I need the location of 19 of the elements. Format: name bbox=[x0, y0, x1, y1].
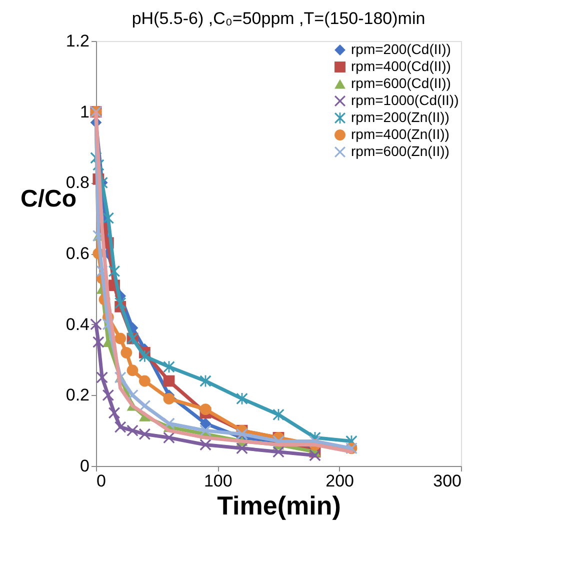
legend-label: rpm=400(Cd(II)) bbox=[351, 58, 451, 74]
x-tick-label: 100 bbox=[204, 472, 232, 490]
y-tick-label: 0.6 bbox=[66, 244, 90, 263]
x-axis-title: Time(min) bbox=[217, 490, 341, 520]
y-tick-label: 0.2 bbox=[66, 386, 90, 405]
y-tick-label: 1.2 bbox=[66, 32, 90, 50]
legend-label: rpm=200(Zn(II)) bbox=[351, 109, 450, 125]
legend-label: rpm=1000(Cd(II)) bbox=[351, 92, 459, 108]
y-tick-label: 1 bbox=[80, 102, 90, 122]
x-tick-label: 0 bbox=[96, 472, 106, 490]
x-tick-label: 300 bbox=[433, 472, 462, 490]
legend-label: rpm=200(Cd(II)) bbox=[351, 41, 451, 57]
x-tick-label: 200 bbox=[326, 472, 354, 490]
legend-label: rpm=600(Cd(II)) bbox=[351, 75, 451, 91]
y-tick-label: 0.4 bbox=[66, 314, 90, 334]
legend-label: rpm=400(Zn(II)) bbox=[351, 126, 450, 142]
y-tick-label: 0 bbox=[80, 456, 90, 476]
chart-title: pH(5.5-6) ,C₀=50ppm ,T=(150-180)min bbox=[132, 9, 426, 28]
legend-label: rpm=600(Zn(II)) bbox=[351, 143, 450, 159]
